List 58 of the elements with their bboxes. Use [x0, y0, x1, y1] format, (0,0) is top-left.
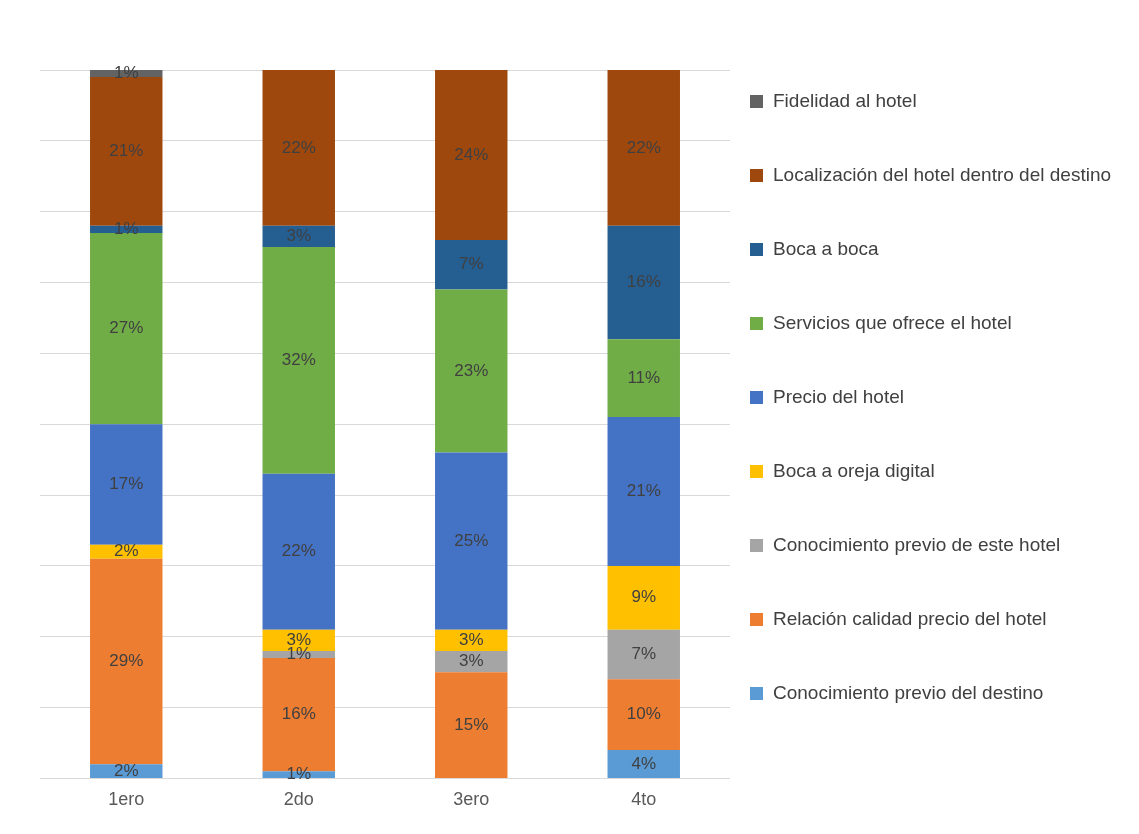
legend-label: Servicios que ofrece el hotel	[773, 312, 1012, 334]
bar	[607, 339, 680, 418]
bar	[607, 225, 680, 340]
bar	[607, 750, 680, 778]
bar	[607, 679, 680, 751]
legend-label: Boca a oreja digital	[773, 460, 935, 482]
bar	[435, 452, 508, 630]
x-tick-label: 2do	[283, 789, 314, 810]
data-label: 3%	[458, 651, 484, 671]
bar	[607, 629, 680, 680]
x-tick-label: 4to	[631, 789, 657, 810]
bar	[262, 247, 335, 474]
bar	[435, 672, 508, 778]
data-label: 22%	[626, 137, 661, 157]
data-label: 15%	[454, 714, 489, 734]
bar	[435, 240, 508, 290]
x-tick-label: 3ero	[453, 789, 490, 810]
legend-label: Fidelidad al hotel	[773, 90, 917, 112]
x-tick-label: 1ero	[108, 789, 145, 810]
data-label: 2%	[113, 541, 139, 561]
bar	[262, 473, 335, 630]
data-label: 2%	[113, 760, 139, 780]
data-label: 25%	[454, 530, 489, 550]
data-label: 16%	[626, 272, 661, 292]
legend-label: Relación calidad precio del hotel	[773, 608, 1047, 630]
data-label: 3%	[286, 226, 312, 246]
data-label: 17%	[109, 474, 144, 494]
data-label: 7%	[458, 254, 484, 274]
data-label: 7%	[631, 644, 657, 664]
data-label: 16%	[281, 704, 316, 724]
bar	[262, 70, 335, 226]
data-label: 21%	[109, 141, 144, 161]
data-label: 21%	[626, 481, 661, 501]
data-label: 32%	[281, 350, 316, 370]
bar	[435, 289, 508, 453]
data-label: 22%	[281, 541, 316, 561]
legend-label: Precio del hotel	[773, 386, 904, 408]
bar	[607, 417, 680, 566]
bar	[435, 70, 508, 241]
bar	[90, 558, 163, 765]
bar	[607, 565, 680, 630]
data-label: 3%	[458, 629, 484, 649]
data-label: 23%	[454, 360, 489, 380]
legend-label: Conocimiento previo de este hotel	[773, 534, 1061, 556]
data-label: 22%	[281, 137, 316, 157]
data-label: 10%	[626, 704, 661, 724]
legend-label: Localización del hotel dentro del destino	[773, 164, 1112, 186]
data-label: 24%	[454, 144, 489, 164]
legend-label: Conocimiento previo del destino	[773, 682, 1044, 704]
data-label: 4%	[631, 753, 657, 773]
data-label: 9%	[631, 587, 657, 607]
legend-label: Boca a boca	[773, 238, 879, 260]
data-label: 29%	[109, 651, 144, 671]
data-label: 27%	[109, 318, 144, 338]
data-label: 11%	[627, 367, 661, 387]
bar	[90, 232, 163, 425]
bar	[90, 424, 163, 545]
bar	[607, 70, 680, 226]
